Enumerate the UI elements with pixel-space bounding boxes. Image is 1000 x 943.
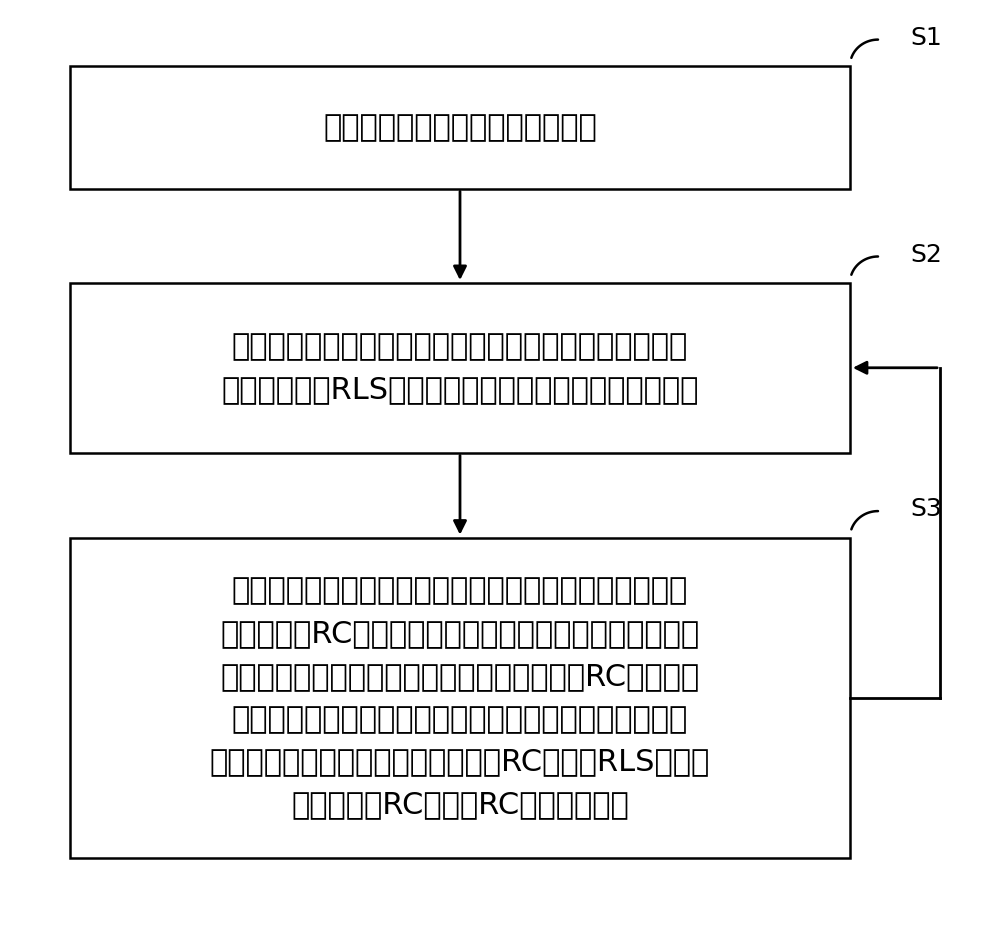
Text: 等値电路参数在线辨识算法初始化: 等値电路参数在线辨识算法初始化	[323, 113, 597, 141]
Text: 根据新增实时测量数据和当前的等値电路参数辨识结果，
利用欧姆内限RLS估计器更新等値电路欧姆内限辨识结果: 根据新增实时测量数据和当前的等値电路参数辨识结果， 利用欧姆内限RLS估计器更新…	[221, 332, 699, 404]
Bar	[70, 283, 850, 453]
Text: S3: S3	[910, 497, 942, 521]
Text: 根据新增实时测量数据和更新后的等値电路参数辨识结果
，依次对各RC环节：计算极化电压，对极化电压和电池充
电电流进行低通滤波，根据重采样周期与当前RC环节惯性
: 根据新增实时测量数据和更新后的等値电路参数辨识结果 ，依次对各RC环节：计算极化…	[210, 576, 710, 819]
Text: S2: S2	[910, 242, 942, 267]
Bar	[70, 538, 850, 858]
Bar	[70, 66, 850, 189]
Text: S1: S1	[910, 25, 942, 50]
